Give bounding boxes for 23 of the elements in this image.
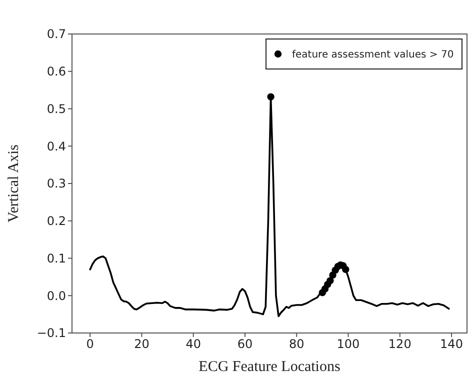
y-tick-label: 0.1 (46, 251, 66, 266)
x-tick-label: 60 (237, 337, 253, 351)
x-tick-label: 20 (134, 337, 150, 351)
y-tick-label: −0.1 (36, 326, 66, 340)
y-tick-label: 0.4 (46, 139, 66, 154)
x-tick-label: 40 (186, 337, 201, 351)
x-tick-label: 100 (336, 337, 360, 351)
x-axis-title: ECG Feature Locations (198, 359, 340, 375)
y-tick-label: 0.7 (46, 27, 66, 42)
legend-label: feature assessment values > 70 (292, 50, 454, 60)
y-tick-label: 0.6 (46, 64, 66, 79)
y-tick-label: 0.3 (46, 176, 66, 191)
y-tick-label: 0.5 (46, 102, 66, 116)
x-tick-label: 140 (440, 337, 463, 351)
x-tick-label: 80 (288, 337, 304, 351)
y-tick-label: 0.2 (46, 214, 66, 228)
x-tick-label: 0 (86, 337, 94, 351)
point (326, 277, 334, 284)
y-axis-title: Vertical Axis (6, 144, 22, 222)
point (267, 93, 274, 100)
y-tick-label: 0.0 (46, 288, 66, 303)
x-tick-label: 120 (388, 337, 412, 351)
point (342, 266, 350, 274)
